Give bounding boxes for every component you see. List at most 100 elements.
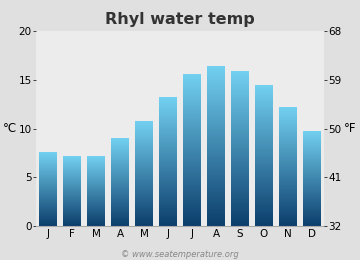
Bar: [183, 179, 201, 180]
Bar: [231, 107, 249, 108]
Bar: [159, 169, 177, 170]
Bar: [231, 143, 249, 144]
Bar: [255, 98, 273, 99]
Bar: [255, 179, 273, 180]
Bar: [183, 202, 201, 203]
Bar: [87, 223, 105, 224]
Bar: [159, 129, 177, 130]
Bar: [87, 212, 105, 213]
Bar: [111, 179, 129, 180]
Bar: [207, 94, 225, 95]
Bar: [111, 213, 129, 214]
Bar: [255, 161, 273, 162]
Bar: [231, 191, 249, 192]
Bar: [63, 173, 81, 174]
Bar: [207, 124, 225, 125]
Bar: [111, 177, 129, 178]
Bar: [303, 158, 321, 159]
Bar: [159, 117, 177, 118]
Bar: [87, 163, 105, 164]
Bar: [255, 217, 273, 218]
Bar: [39, 181, 57, 182]
Bar: [135, 163, 153, 164]
Bar: [63, 171, 81, 172]
Bar: [183, 183, 201, 184]
Bar: [39, 170, 57, 171]
Bar: [135, 136, 153, 137]
Bar: [231, 209, 249, 210]
Bar: [39, 179, 57, 180]
Bar: [207, 169, 225, 170]
Bar: [231, 162, 249, 163]
Bar: [87, 160, 105, 161]
Bar: [231, 147, 249, 148]
Bar: [159, 118, 177, 119]
Bar: [183, 198, 201, 199]
Bar: [183, 109, 201, 110]
Bar: [159, 207, 177, 208]
Bar: [255, 206, 273, 207]
Bar: [39, 213, 57, 214]
Bar: [111, 176, 129, 177]
Bar: [111, 188, 129, 189]
Bar: [279, 164, 297, 165]
Bar: [231, 172, 249, 173]
Bar: [159, 210, 177, 211]
Bar: [159, 177, 177, 178]
Bar: [279, 116, 297, 117]
Bar: [39, 225, 57, 226]
Bar: [231, 96, 249, 97]
Bar: [231, 78, 249, 79]
Bar: [303, 168, 321, 169]
Bar: [159, 139, 177, 140]
Bar: [255, 144, 273, 145]
Bar: [87, 201, 105, 202]
Bar: [255, 183, 273, 184]
Bar: [207, 191, 225, 192]
Bar: [255, 154, 273, 155]
Bar: [135, 146, 153, 147]
Bar: [111, 165, 129, 166]
Bar: [111, 215, 129, 216]
Bar: [135, 151, 153, 152]
Bar: [135, 207, 153, 208]
Bar: [135, 208, 153, 209]
Bar: [39, 157, 57, 158]
Bar: [231, 216, 249, 217]
Bar: [303, 171, 321, 172]
Bar: [183, 123, 201, 124]
Bar: [63, 208, 81, 209]
Bar: [183, 147, 201, 148]
Bar: [135, 172, 153, 173]
Bar: [207, 122, 225, 123]
Bar: [255, 168, 273, 169]
Bar: [39, 154, 57, 155]
Bar: [255, 165, 273, 166]
Bar: [231, 219, 249, 220]
Bar: [183, 105, 201, 106]
Bar: [159, 175, 177, 176]
Bar: [255, 176, 273, 177]
Bar: [87, 159, 105, 160]
Bar: [183, 199, 201, 200]
Bar: [183, 152, 201, 153]
Bar: [279, 177, 297, 178]
Bar: [183, 126, 201, 127]
Bar: [159, 219, 177, 220]
Bar: [255, 199, 273, 200]
Bar: [255, 106, 273, 107]
Bar: [183, 137, 201, 138]
Bar: [231, 91, 249, 92]
Bar: [39, 167, 57, 168]
Bar: [255, 203, 273, 204]
Bar: [183, 142, 201, 143]
Bar: [303, 149, 321, 150]
Bar: [279, 151, 297, 152]
Bar: [207, 126, 225, 127]
Bar: [207, 203, 225, 204]
Bar: [183, 161, 201, 162]
Bar: [135, 156, 153, 157]
Bar: [303, 178, 321, 179]
Bar: [87, 178, 105, 179]
Bar: [159, 127, 177, 128]
